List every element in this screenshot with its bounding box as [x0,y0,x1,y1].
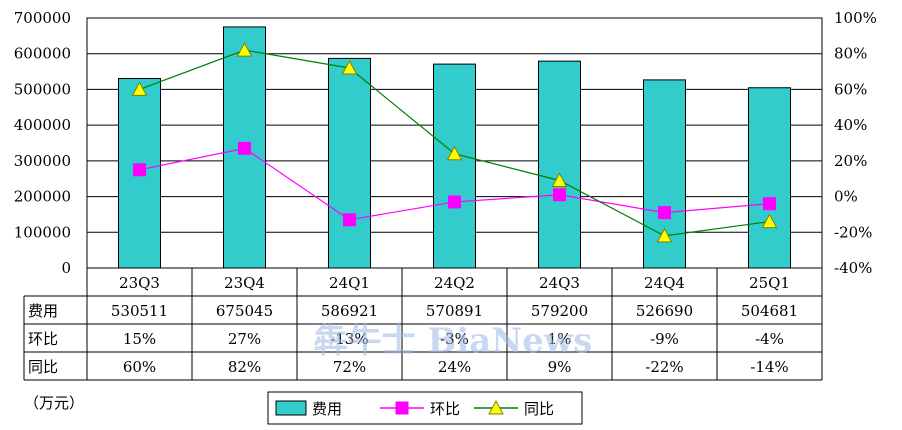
x-tick-label: 23Q4 [224,274,265,292]
legend-swatch-marker [488,399,504,415]
y-left-tick-label: 0 [61,259,71,277]
x-tick-label: 24Q1 [329,274,370,292]
y-right-tick-label: 100% [834,9,877,27]
yoy-point [236,42,253,57]
table-cell: 15% [123,330,156,348]
bar [433,63,476,269]
table-cell: 1% [548,330,572,348]
table-cell: -9% [650,330,679,348]
y-right-tick-label: 20% [834,152,867,170]
table-cell: 570891 [426,302,483,320]
table-cell: 530511 [111,302,168,320]
y-right-tick-label: -20% [834,223,872,241]
table-cell: -13% [330,330,368,348]
y-left-tick-label: 300000 [14,152,71,170]
y-left-tick-label: 200000 [14,188,71,206]
hb-point [133,163,146,177]
table-cell: -14% [750,358,788,376]
yoy-point [761,213,778,229]
y-right-tick-label: 40% [834,116,867,134]
hb-point [658,206,671,220]
table-row-label: 同比 [28,358,58,376]
table-cell: -3% [440,330,469,348]
y-left-tick-label: 700000 [14,9,71,27]
y-left-tick-label: 500000 [14,80,71,98]
legend-swatch-marker [395,401,409,415]
y-right-tick-label: 0% [834,188,858,206]
y-right-tick-label: 60% [834,80,867,98]
hb-point [763,197,776,211]
table-cell: 579200 [531,302,588,320]
bar [538,60,581,269]
yoy-point [131,81,148,96]
x-tick-label: 24Q2 [434,274,475,292]
table-cell: -22% [645,358,683,376]
x-tick-label: 25Q1 [749,274,790,292]
yoy-point [551,172,568,187]
y-left-tick-label: 400000 [14,116,71,134]
table-cell: 27% [228,330,261,348]
x-tick-label: 24Q3 [539,274,580,292]
hb-point [343,213,356,227]
y-right-tick-label: -40% [834,259,872,277]
table-row-label: 环比 [28,330,58,348]
legend-label: 环比 [430,400,460,418]
bar [748,87,791,269]
hb-point [238,141,251,155]
yoy-point [656,227,673,243]
unit-label: （万元） [24,394,85,412]
hb-point [553,188,566,202]
table-cell: 675045 [216,302,273,320]
table-cell: 82% [228,358,261,376]
hb-point [448,195,461,209]
table-cell: 60% [123,358,156,376]
x-tick-label: 23Q3 [119,274,160,292]
table-cell: -4% [755,330,784,348]
watermark: 犇牛士 BiaNews [314,321,593,361]
table-row-label: 费用 [28,302,58,320]
yoy-point [341,59,358,75]
y-left-tick-label: 600000 [14,45,71,63]
table-cell: 24% [438,358,471,376]
table-cell: 72% [333,358,366,376]
table-cell: 526690 [636,302,693,320]
legend-box [267,391,583,425]
x-tick-label: 24Q4 [644,274,685,292]
table-cell: 504681 [741,302,798,320]
y-left-tick-label: 100000 [14,223,71,241]
legend-swatch-bar [275,400,307,416]
legend-label: 同比 [524,400,554,418]
y-right-tick-label: 80% [834,45,867,63]
table-cell: 9% [548,358,572,376]
yoy-point [446,145,463,161]
table-cell: 586921 [321,302,378,320]
bar [328,57,371,269]
legend-label: 费用 [312,400,342,418]
